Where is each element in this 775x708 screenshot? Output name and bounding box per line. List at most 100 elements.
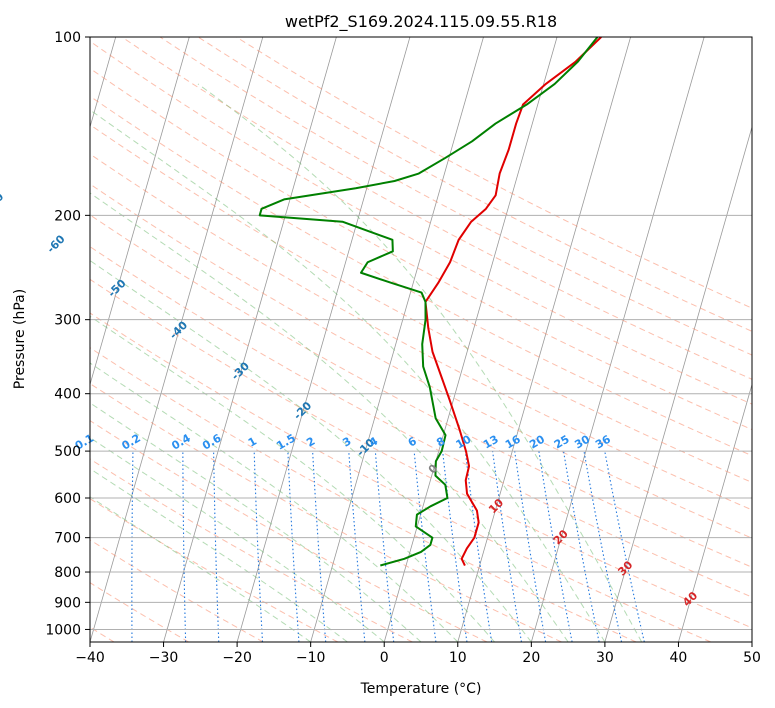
dry-adiabat [90, 347, 637, 642]
mixing-ratio-label: 16 [503, 432, 523, 451]
isotherm-line [310, 37, 484, 642]
mixing-ratio-line [492, 451, 523, 642]
y-tick-label: 200 [54, 208, 81, 224]
dry-adiabat [235, 37, 752, 309]
dry-adiabat-label: -70 [0, 190, 6, 213]
dry-adiabat-label: 10 [486, 496, 506, 516]
dry-adiabat [90, 539, 264, 642]
mixing-ratio-label: 1 [246, 435, 259, 450]
dry-adiabat-label: 0 [426, 462, 441, 477]
dewpoint-profile [258, 37, 599, 567]
mixing-ratio-label: 1.5 [274, 432, 297, 453]
y-axis-label: Pressure (hPa) [12, 289, 28, 389]
dry-adiabat-label: 30 [615, 558, 635, 578]
dry-adiabat [90, 95, 752, 457]
dry-adiabat-label: -30 [229, 359, 252, 382]
mixing-ratio-label: 13 [481, 433, 501, 452]
y-tick-label: 300 [54, 313, 81, 329]
mixing-ratio-label: 0.2 [119, 432, 142, 453]
mixing-ratio-line [514, 451, 547, 642]
y-tick-label: 1000 [45, 622, 81, 638]
mixing-ratio-line [538, 451, 573, 642]
mixing-ratio-label: 3 [340, 435, 353, 450]
mixing-ratio-label: 36 [593, 432, 613, 451]
isotherm-line [678, 383, 752, 642]
x-tick-label: 40 [670, 650, 688, 666]
mixing-ratio-line [131, 451, 134, 642]
dry-adiabat [90, 246, 752, 598]
dry-adiabat [90, 458, 413, 642]
x-axis-label: Temperature (°C) [360, 681, 482, 697]
mixing-ratio-line [287, 451, 300, 642]
y-tick-label: 100 [54, 30, 81, 46]
isotherm-line [751, 640, 752, 642]
dry-adiabat [197, 37, 752, 332]
moist-adiabat [90, 402, 422, 642]
dry-adiabat [121, 37, 752, 380]
dry-adiabat-label: -20 [291, 399, 314, 422]
dry-adiabat [90, 214, 752, 568]
x-tick-label: 50 [743, 650, 761, 666]
dry-adiabat [90, 382, 562, 642]
dry-adiabat-label: -50 [105, 276, 128, 299]
dry-adiabat [90, 420, 488, 642]
dry-adiabat [90, 40, 752, 405]
mixing-ratio-line [413, 451, 437, 642]
plot-frame [89, 36, 753, 643]
mixing-ratio-line [562, 451, 600, 642]
moist-adiabat [197, 83, 643, 642]
isotherm-line [604, 125, 752, 642]
axis-ticks: −40 −30 −20 −10 0 10 20 30 40 5010020030040050060… [45, 30, 761, 666]
x-tick-label: 20 [522, 650, 540, 666]
sounding-profiles [258, 37, 602, 567]
dry-adiabat [90, 67, 752, 431]
y-tick-label: 400 [54, 387, 81, 403]
isotherm-line [163, 37, 337, 642]
x-tick-label: −40 [75, 650, 105, 666]
mixing-ratio-line [374, 451, 395, 642]
y-tick-label: 900 [54, 595, 81, 611]
y-tick-label: 800 [54, 565, 81, 581]
mixing-ratio-line [82, 451, 86, 642]
mixing-ratio-label: 0.4 [169, 431, 193, 452]
background-line-labels: -100-90-80-70-60-50-40-30-20-10010203040… [0, 190, 700, 609]
isotherm-line [457, 37, 632, 642]
mixing-ratio-line [348, 451, 366, 642]
isotherm-line [530, 37, 705, 642]
isotherm-line [383, 37, 558, 642]
mixing-ratio-line [583, 451, 623, 642]
mixing-ratio-label: 6 [406, 434, 419, 449]
y-tick-label: 700 [54, 531, 81, 547]
isotherm-line [236, 37, 411, 642]
moist-adiabat [90, 192, 569, 642]
moist-adiabat [90, 468, 348, 642]
moist-adiabat [90, 259, 532, 642]
dry-adiabat [159, 37, 752, 356]
mixing-ratio-label: 20 [527, 432, 547, 451]
dry-adiabat-label: 40 [680, 589, 700, 609]
thermodynamic-background [82, 37, 752, 642]
mixing-ratio-line [604, 450, 645, 642]
mixing-ratio-label: 0.6 [200, 431, 224, 452]
x-tick-label: 10 [449, 650, 467, 666]
temperature-profile [424, 37, 602, 566]
dry-adiabat-label: 20 [551, 527, 571, 547]
mixing-ratio-label: 10 [454, 432, 474, 451]
dry-adiabat-label: -60 [44, 232, 67, 255]
dry-adiabat [90, 312, 711, 642]
chart-title: wetPf2_S169.2024.115.09.55.R18 [285, 12, 557, 32]
moist-adiabat [90, 437, 385, 642]
moist-adiabat [90, 315, 495, 642]
mixing-ratio-line [213, 451, 220, 642]
moist-adiabat [90, 496, 311, 642]
mixing-ratio-label: 30 [572, 432, 592, 451]
x-tick-label: −30 [149, 650, 179, 666]
isotherm-line [90, 37, 264, 642]
isotherm-line [90, 37, 190, 386]
mixing-ratio-line [442, 451, 468, 642]
x-tick-label: 0 [380, 650, 389, 666]
x-tick-label: 30 [596, 650, 614, 666]
x-tick-label: −10 [296, 650, 326, 666]
dry-adiabat [90, 582, 189, 642]
